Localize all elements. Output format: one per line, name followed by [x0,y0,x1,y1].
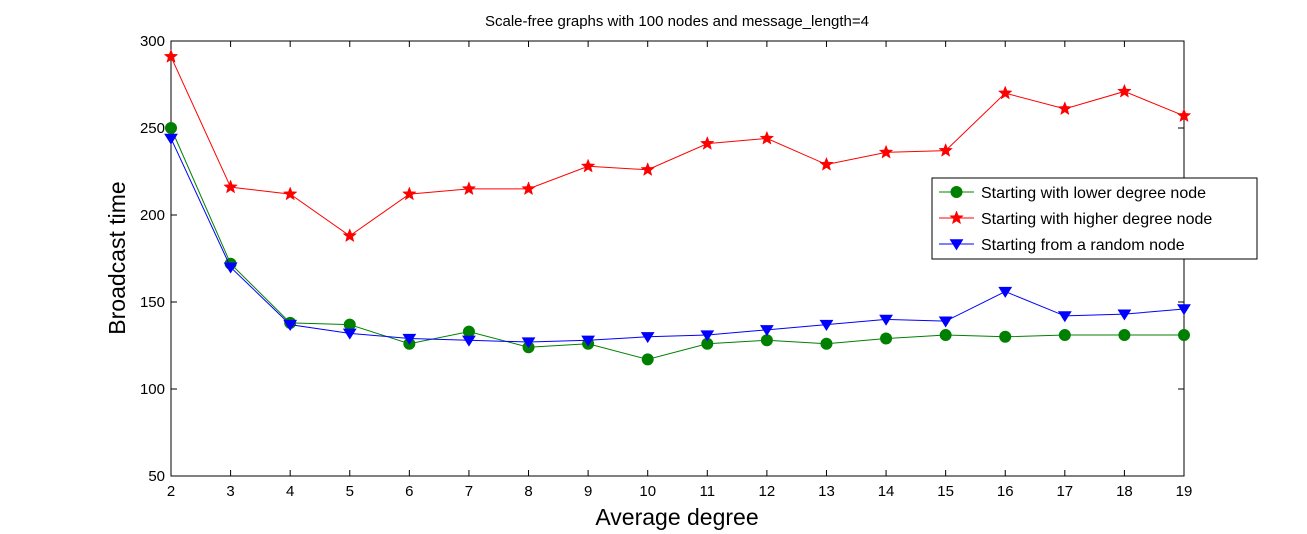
series-line [170,127,1184,360]
data-point [939,329,952,342]
data-point [878,144,894,159]
data-point [880,332,893,345]
data-point [759,130,775,145]
data-point [820,337,833,350]
x-tick-label: 2 [167,483,175,500]
data-point [223,179,238,194]
x-tick-label: 7 [465,483,473,500]
legend-label: Starting with lower degree node [981,185,1206,202]
data-point [1117,309,1132,321]
data-point [1058,329,1071,342]
data-point [581,335,596,347]
x-tick-label: 8 [524,483,532,500]
data-point [819,156,834,171]
x-tick-label: 3 [226,483,234,500]
x-tick-label: 13 [818,483,835,500]
y-axis-label: Broadcast time [104,181,130,334]
data-point [1176,108,1192,123]
data-point [1178,329,1190,342]
legend: Starting with lower degree node Starting … [931,177,1258,260]
data-point [938,316,953,328]
x-tick-label: 4 [286,483,294,500]
data-point [342,328,357,340]
y-tick-label: 200 [140,207,165,224]
y-tick-label: 100 [140,381,165,398]
data-point [819,319,834,331]
data-point [1118,329,1131,342]
data-point [580,158,596,173]
data-point [164,133,178,145]
data-point [461,181,477,196]
data-point [640,332,655,344]
chart-title: Scale-free graphs with 100 nodes and mes… [485,13,869,30]
series-3 [164,133,1191,349]
axis-ticks: 2 3 4 5 6 7 8 9 10 11 12 13 14 15 16 17 18 19 50 100 150 200 2… [140,33,1192,500]
x-tick-label: 11 [700,483,716,500]
data-point [462,325,475,338]
data-point [997,85,1013,100]
legend-marker [949,210,964,225]
data-point [521,337,536,349]
data-point [343,318,356,331]
series-2 [163,48,1192,243]
x-tick-label: 6 [405,483,413,500]
data-point [640,162,656,176]
data-point [938,142,953,157]
data-point [699,135,715,150]
x-tick-label: 12 [759,483,776,500]
x-tick-label: 10 [639,483,656,500]
series-1 [165,122,1190,366]
data-point [879,314,893,326]
data-point [521,181,536,196]
data-point [641,353,654,366]
legend-box [931,177,1258,260]
data-point [1057,311,1072,323]
data-point [1177,304,1191,316]
data-point [282,186,298,201]
x-tick-label: 18 [1116,483,1133,500]
data-point [1117,83,1132,98]
data-point [163,48,179,63]
data-point [462,335,476,347]
y-tick-label: 50 [148,468,165,485]
x-tick-label: 15 [937,483,954,500]
x-axis-label: Average degree [595,504,758,530]
data-point [700,330,715,342]
x-tick-label: 19 [1176,483,1193,500]
data-point [283,319,298,331]
data-point [165,122,177,134]
x-tick-label: 16 [997,483,1014,500]
series-line [170,56,1185,237]
legend-label: Starting from a random node [981,237,1185,254]
y-tick-label: 250 [140,120,165,137]
y-tick-label: 150 [140,294,165,311]
series-line [170,138,1185,343]
data-point [402,186,417,201]
x-tick-label: 9 [584,483,592,500]
x-tick-label: 17 [1056,483,1073,500]
x-tick-label: 5 [346,483,354,500]
legend-marker [950,186,963,198]
legend-label: Starting with higher degree node [981,211,1212,228]
data-point [998,286,1013,298]
data-point [759,325,774,337]
series-layer [163,48,1192,366]
data-point [1057,101,1073,116]
data-point [999,330,1012,343]
data-point [402,333,417,345]
data-point [760,334,773,347]
x-tick-label: 14 [878,483,895,500]
y-tick-label: 300 [140,33,165,50]
data-point [223,262,238,274]
data-point [342,228,358,243]
legend-marker [949,239,964,251]
